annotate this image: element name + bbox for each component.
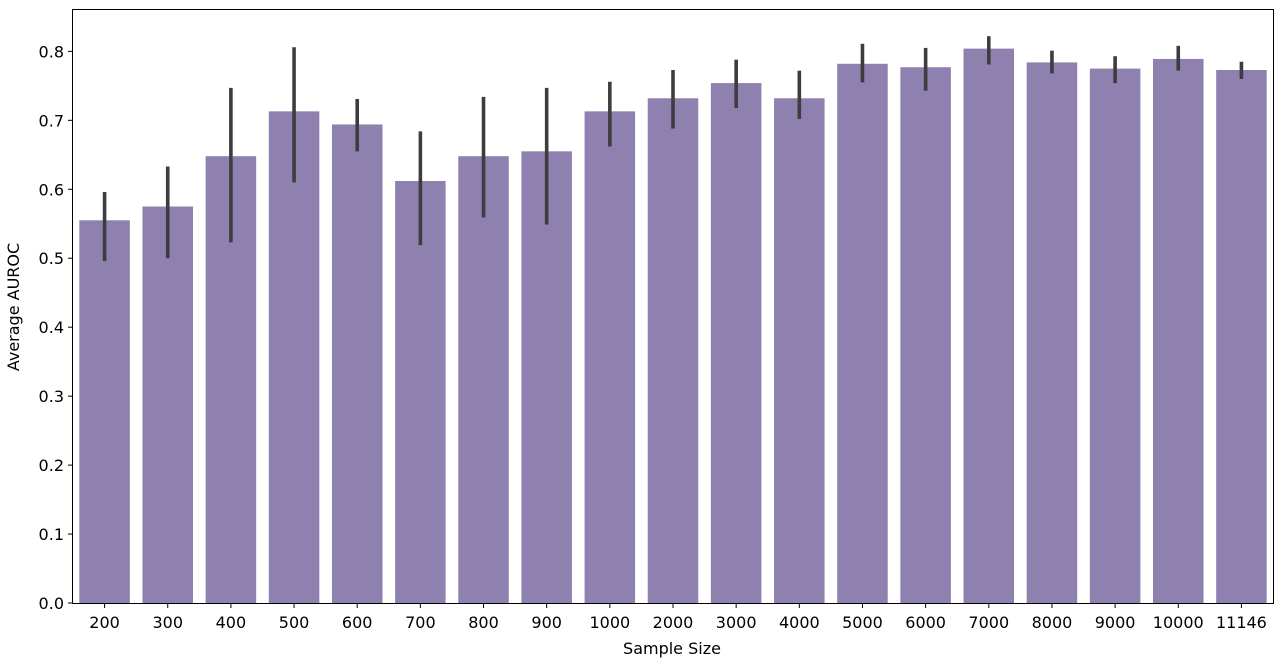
bar-800: [458, 156, 509, 603]
y-tick-label: 0.3: [39, 387, 64, 406]
x-tick-label: 9000: [1095, 613, 1136, 632]
bar-11146: [1216, 69, 1267, 604]
x-tick-label: 6000: [905, 613, 946, 632]
bar-900: [521, 151, 572, 603]
bar-500: [268, 111, 320, 603]
x-axis: 200 300 400 500 600 700 800 900 1000 2000 3000 4000…: [89, 603, 1267, 632]
bar-5000: [837, 63, 888, 604]
bar-3000: [710, 83, 762, 603]
error-bars-layer: [102, 36, 1244, 261]
y-tick-label: 0.6: [39, 180, 64, 199]
x-tick-label: 11146: [1216, 613, 1267, 632]
x-tick-label: 7000: [968, 613, 1009, 632]
bar-300: [142, 206, 193, 603]
bar-7000: [963, 48, 1015, 603]
bar-2000: [647, 98, 699, 603]
y-tick-label: 0.2: [39, 456, 64, 475]
x-tick-label: 2000: [653, 613, 694, 632]
x-tick-label: 4000: [779, 613, 820, 632]
bar-8000: [1026, 62, 1078, 603]
x-tick-label: 1000: [589, 613, 630, 632]
x-tick-label: 10000: [1153, 613, 1204, 632]
y-tick-label: 0.7: [39, 111, 64, 130]
bar-10000: [1153, 58, 1204, 604]
bars-layer: [79, 48, 1267, 604]
x-tick-label: 500: [279, 613, 310, 632]
bar-4000: [774, 98, 825, 603]
x-tick-label: 200: [89, 613, 120, 632]
bar-200: [79, 220, 130, 603]
x-tick-label: 700: [405, 613, 436, 632]
y-tick-label: 0.0: [39, 594, 64, 613]
x-tick-label: 300: [152, 613, 183, 632]
bar-6000: [900, 67, 951, 604]
y-tick-label: 0.4: [39, 318, 64, 337]
y-tick-label: 0.1: [39, 525, 64, 544]
x-tick-label: 400: [216, 613, 247, 632]
y-axis: 0.0 0.1 0.2 0.3 0.4 0.5 0.6 0.7 0.8: [39, 42, 73, 613]
x-tick-label: 5000: [842, 613, 883, 632]
y-axis-title: Average AUROC: [4, 243, 23, 371]
x-tick-label: 800: [468, 613, 499, 632]
y-tick-label: 0.8: [39, 42, 64, 61]
bar-1000: [584, 111, 636, 603]
bar-9000: [1089, 68, 1141, 603]
y-tick-label: 0.5: [39, 249, 64, 268]
bar-700: [395, 181, 446, 604]
bar-600: [331, 124, 383, 603]
x-tick-label: 900: [531, 613, 562, 632]
x-tick-label: 8000: [1032, 613, 1073, 632]
x-tick-label: 600: [342, 613, 373, 632]
x-axis-title: Sample Size: [623, 639, 721, 658]
x-tick-label: 3000: [716, 613, 757, 632]
